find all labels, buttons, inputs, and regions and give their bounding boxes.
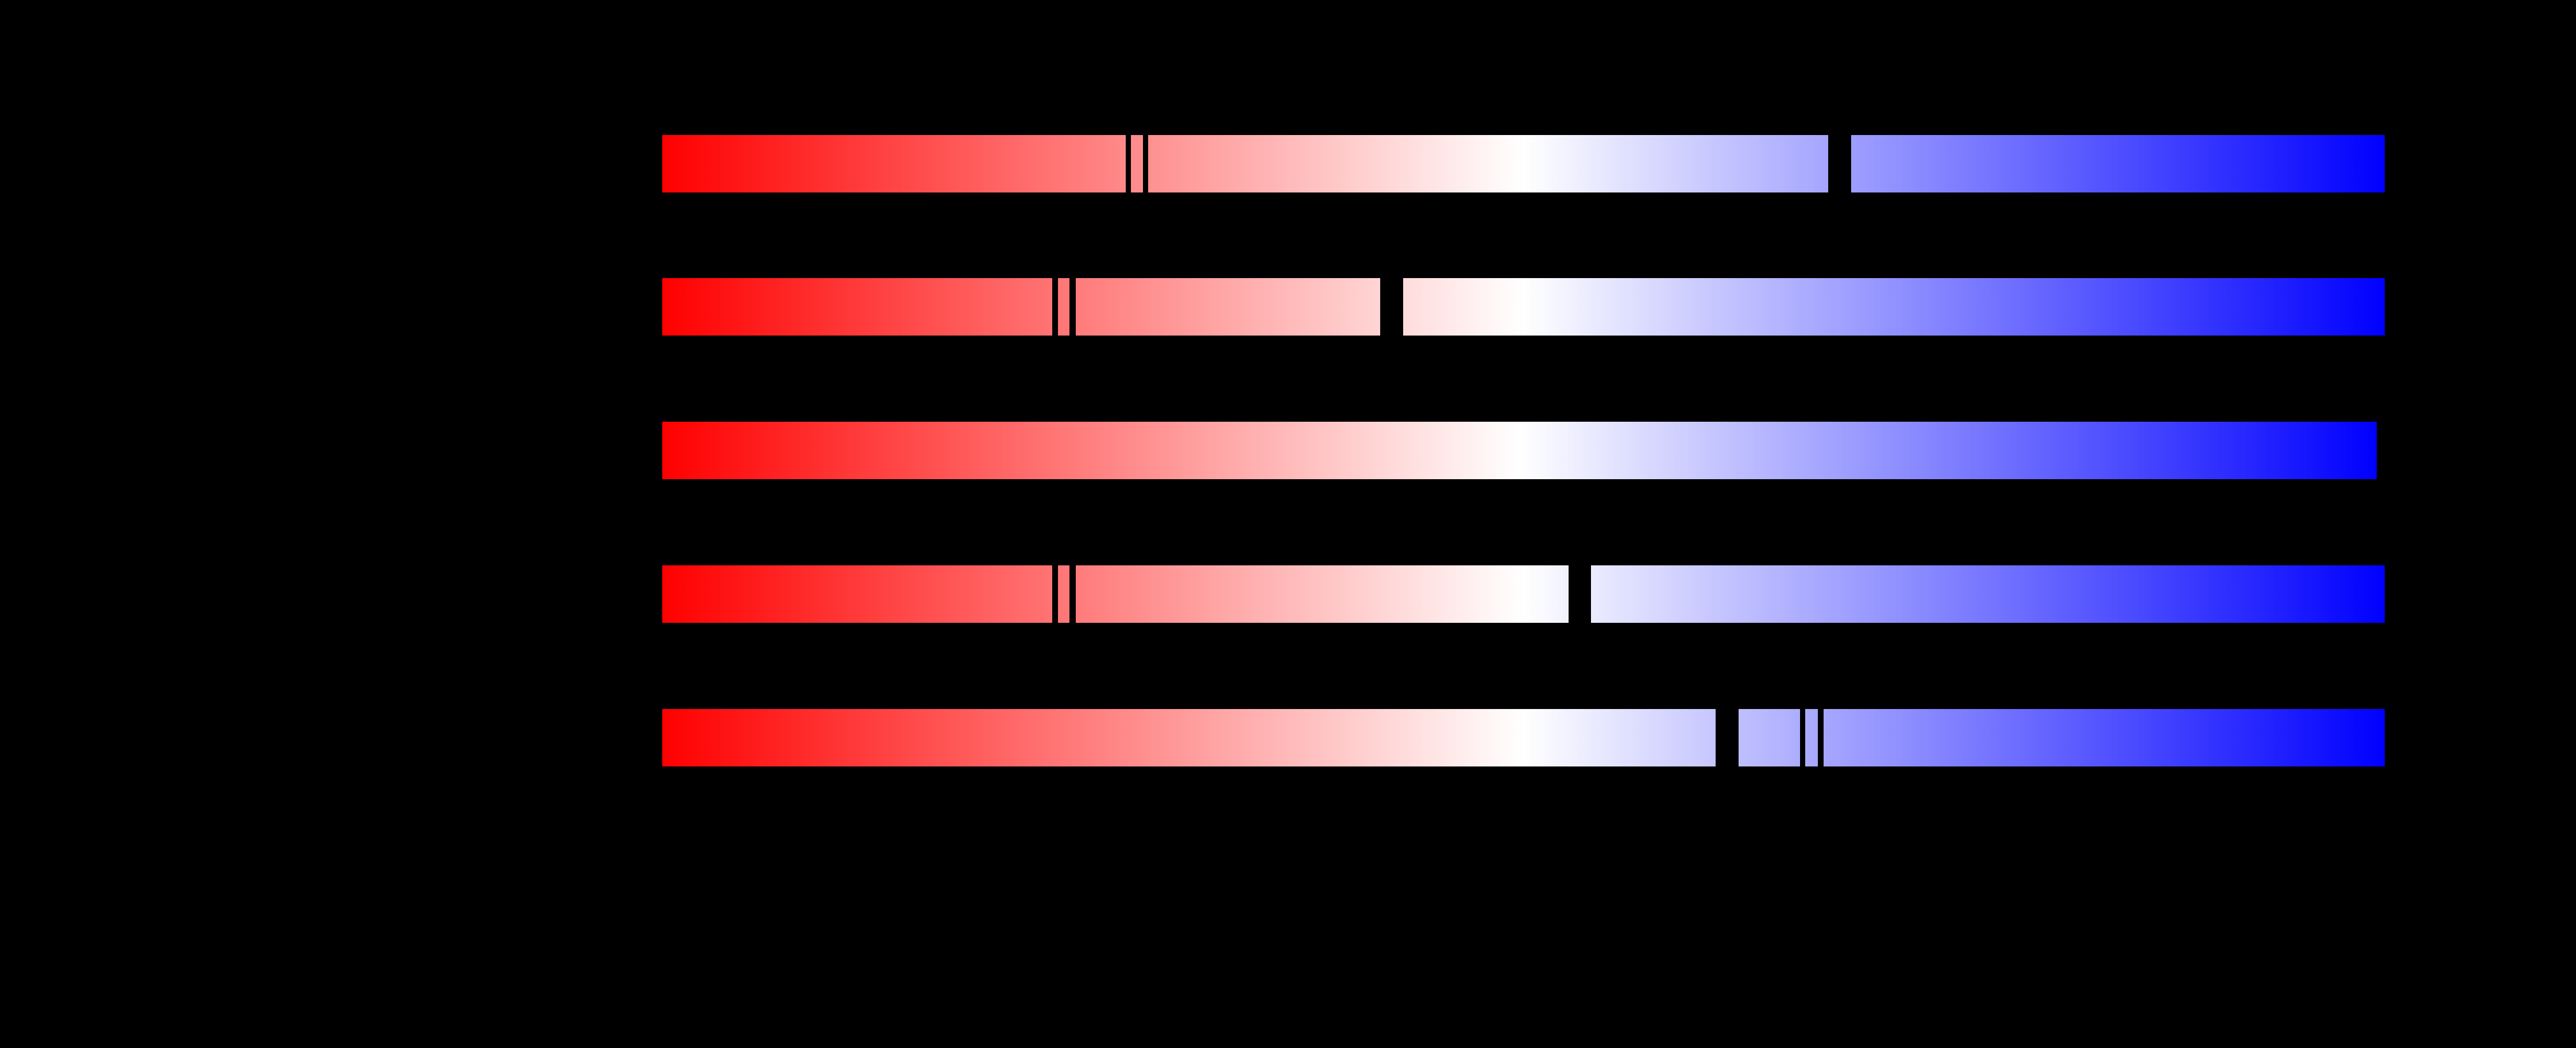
bar-break-wide bbox=[1828, 134, 1851, 193]
bar-break-thin bbox=[1818, 708, 1824, 767]
bar-break-thin bbox=[1052, 565, 1058, 623]
gradient-bar-3 bbox=[662, 422, 2377, 479]
bar-break-thin bbox=[1069, 278, 1076, 336]
gradient-bar-1 bbox=[662, 134, 2385, 193]
gradient-bar-4 bbox=[662, 565, 2385, 623]
bar-break-thin bbox=[1143, 134, 1148, 193]
bar-break-thin bbox=[1126, 134, 1131, 193]
bar-break-wide bbox=[1380, 278, 1403, 336]
bar-break-thin bbox=[1800, 708, 1805, 767]
gradient-bar-5 bbox=[662, 708, 2385, 767]
bar-break-thin bbox=[1052, 278, 1058, 336]
gradient-bar-2 bbox=[662, 278, 2385, 336]
bar-break-thin bbox=[1069, 565, 1076, 623]
bar-break-wide bbox=[1716, 708, 1739, 767]
bar-break-wide bbox=[1569, 565, 1591, 623]
